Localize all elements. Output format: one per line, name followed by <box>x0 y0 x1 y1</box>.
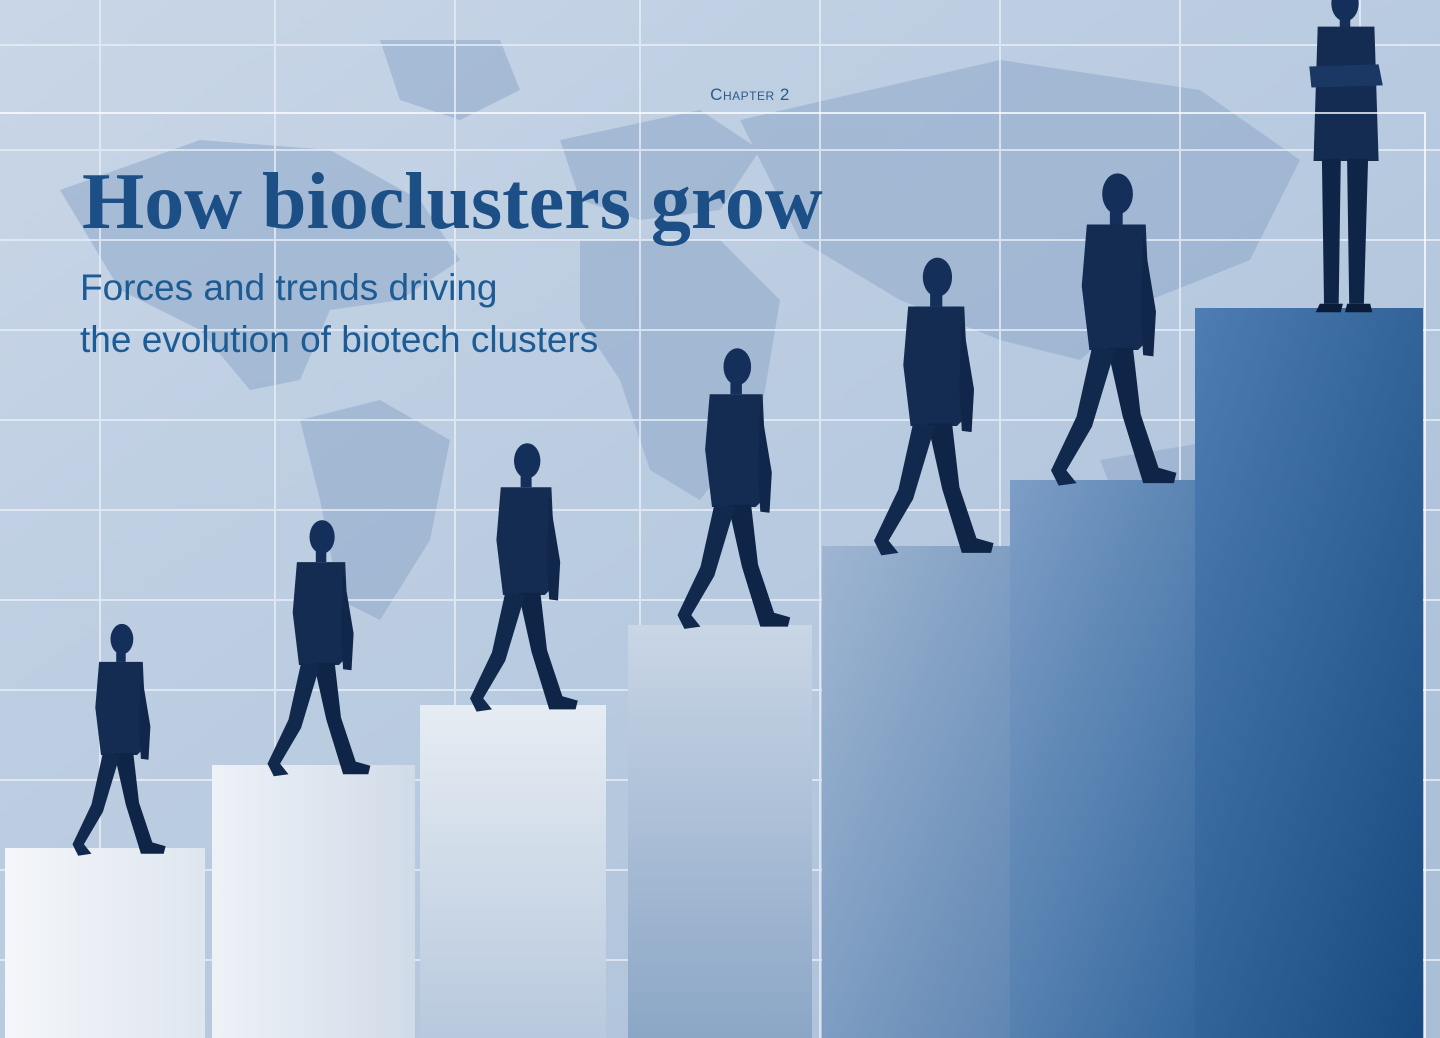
pedestal <box>628 625 812 1038</box>
pedestal <box>420 705 606 1038</box>
pedestal <box>1010 480 1222 1038</box>
pedestal <box>212 765 415 1038</box>
pedestal <box>5 848 205 1038</box>
subtitle-line: Forces and trends driving <box>80 267 497 308</box>
pedestal <box>1195 308 1423 1038</box>
title: How bioclusters grow <box>82 158 823 246</box>
frame <box>0 112 1426 1038</box>
chapter-label: Chapter 2 <box>710 85 790 104</box>
subtitle-line: the evolution of biotech clusters <box>80 319 598 360</box>
pedestals <box>5 308 1423 1038</box>
pedestal <box>822 546 1020 1038</box>
